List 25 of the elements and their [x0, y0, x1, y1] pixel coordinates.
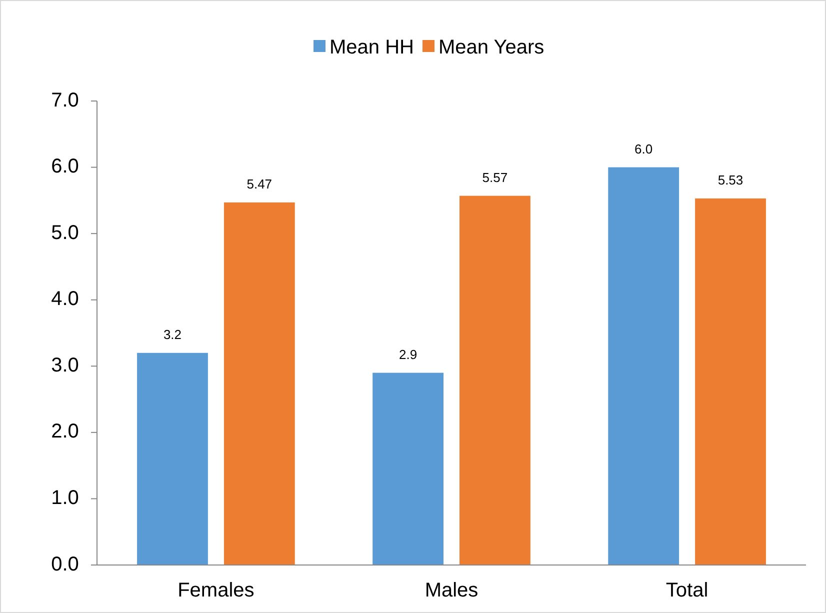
y-tick-label: 2.0 [51, 420, 79, 443]
bar [137, 352, 208, 565]
x-tick-label: Females [178, 579, 254, 602]
legend-label: Mean HH [330, 36, 414, 58]
data-label: 5.57 [482, 170, 508, 185]
x-tick-label: Total [666, 579, 708, 602]
bar [224, 202, 295, 565]
data-label: 5.53 [718, 172, 744, 188]
data-label: 3.2 [163, 326, 182, 342]
bar [608, 167, 680, 565]
data-label: 2.9 [399, 346, 418, 362]
y-tick-label: 4.0 [51, 288, 79, 310]
y-tick-label: 6.0 [51, 156, 79, 178]
y-tick-label: 1.0 [51, 486, 79, 509]
data-label: 6.0 [634, 141, 653, 156]
y-tick-label: 0.0 [51, 553, 79, 576]
x-tick-label: Males [424, 579, 478, 602]
bar [372, 372, 444, 565]
legend-label: Mean Years [438, 36, 544, 58]
data-label: 5.47 [246, 176, 272, 192]
y-tick-label: 7.0 [51, 89, 79, 112]
y-tick-label: 3.0 [51, 354, 79, 376]
bar [460, 196, 530, 565]
bar [695, 198, 766, 565]
y-tick-label: 5.0 [51, 222, 79, 244]
